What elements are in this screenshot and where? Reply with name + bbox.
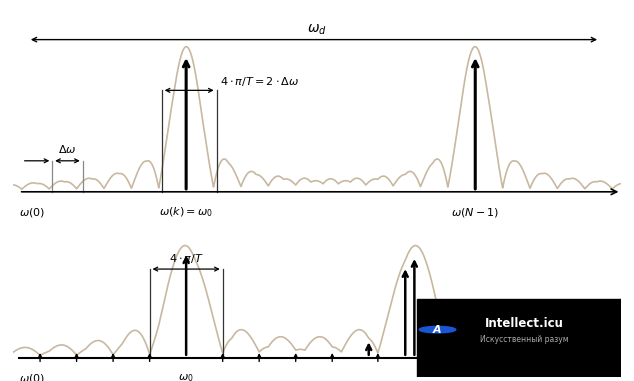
Text: Intellect.icu: Intellect.icu bbox=[484, 317, 564, 330]
Text: $\Delta\omega$: $\Delta\omega$ bbox=[58, 143, 77, 155]
Text: $4\cdot\pi/T$: $4\cdot\pi/T$ bbox=[169, 252, 204, 265]
Bar bbox=[417, 299, 621, 377]
Text: $\omega(0)$: $\omega(0)$ bbox=[19, 372, 45, 381]
Text: $\omega(k)=\omega_0$: $\omega(k)=\omega_0$ bbox=[159, 206, 213, 219]
Text: $\omega(N-1)$: $\omega(N-1)$ bbox=[451, 206, 500, 219]
Circle shape bbox=[419, 327, 456, 333]
Text: A: A bbox=[433, 325, 442, 335]
Text: $4\cdot\pi/T=2\cdot\Delta\omega$: $4\cdot\pi/T=2\cdot\Delta\omega$ bbox=[219, 75, 299, 88]
Text: Искусственный разум: Искусственный разум bbox=[480, 335, 568, 344]
Text: $\omega_d$: $\omega_d$ bbox=[307, 22, 327, 37]
Text: $\omega_0$: $\omega_0$ bbox=[178, 372, 194, 381]
Text: $\omega(0)$: $\omega(0)$ bbox=[19, 206, 45, 219]
